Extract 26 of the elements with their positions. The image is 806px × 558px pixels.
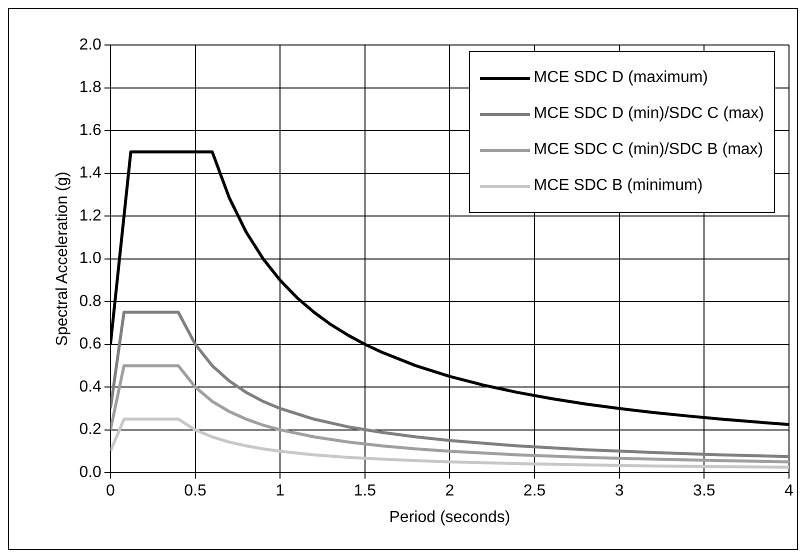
y-tick-label: 0.2 (79, 421, 102, 438)
x-tick-label: 4 (784, 482, 794, 500)
x-tick-label: 2.5 (523, 482, 546, 500)
x-axis-title: Period (seconds) (389, 508, 510, 526)
legend-label: MCE SDC C (min)/SDC B (max) (534, 141, 764, 159)
y-tick-label: 1.8 (79, 79, 102, 96)
y-tick-label: 0.6 (79, 336, 102, 353)
x-tick-label: 2 (445, 482, 454, 500)
y-tick-label: 1.6 (79, 122, 102, 139)
y-tick-label: 1.4 (79, 164, 102, 182)
y-tick-label: 0.4 (79, 378, 102, 396)
y-tick-label: 1.0 (79, 250, 102, 268)
y-axis-title: Spectral Acceleration (g) (54, 172, 72, 346)
x-tick-label: 0.5 (184, 482, 206, 500)
y-tick-label: 0.0 (79, 464, 102, 482)
x-tick-label: 3.5 (693, 482, 716, 500)
legend-label: MCE SDC B (minimum) (534, 177, 703, 195)
legend-label: MCE SDC D (min)/SDC C (max) (534, 105, 764, 123)
x-tick-label: 1.5 (354, 482, 376, 500)
y-tick-label: 0.8 (79, 292, 102, 310)
x-tick-label: 3 (614, 482, 624, 500)
y-tick-label: 2.0 (79, 36, 102, 54)
y-tick-label: 1.2 (79, 207, 102, 224)
x-tick-label: 1 (276, 482, 285, 500)
x-tick-label: 0 (106, 482, 115, 500)
legend-label: MCE SDC D (maximum) (534, 69, 708, 87)
